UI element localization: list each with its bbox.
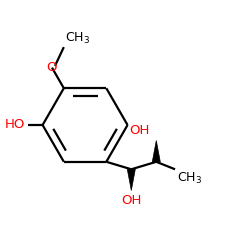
Text: O: O <box>47 61 57 74</box>
Text: OH: OH <box>130 124 150 137</box>
Polygon shape <box>152 140 160 162</box>
Polygon shape <box>127 169 135 190</box>
Text: CH$_3$: CH$_3$ <box>65 31 90 46</box>
Text: OH: OH <box>121 194 142 207</box>
Text: HO: HO <box>5 118 25 132</box>
Text: CH$_3$: CH$_3$ <box>177 170 202 186</box>
